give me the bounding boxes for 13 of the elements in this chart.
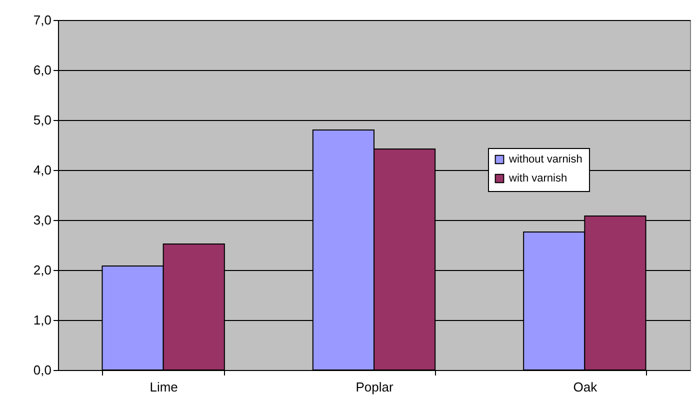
x-tick-label: Poplar xyxy=(356,380,394,394)
y-tick-label: 3,0 xyxy=(33,212,52,228)
y-tick-label: 6,0 xyxy=(33,62,52,78)
legend-label: with varnish xyxy=(508,172,568,184)
x-tick-label: Lime xyxy=(150,380,178,394)
y-tick-label: 0,0 xyxy=(33,362,52,378)
y-tick-label: 4,0 xyxy=(33,162,52,178)
y-tick-label: 1,0 xyxy=(33,312,52,328)
legend-label: without varnish xyxy=(508,154,582,166)
y-tick-label: 2,0 xyxy=(33,262,52,278)
y-tick-label: 7,0 xyxy=(33,12,52,28)
x-tick-label: Oak xyxy=(573,380,598,394)
y-tick-label: 5,0 xyxy=(33,112,52,128)
